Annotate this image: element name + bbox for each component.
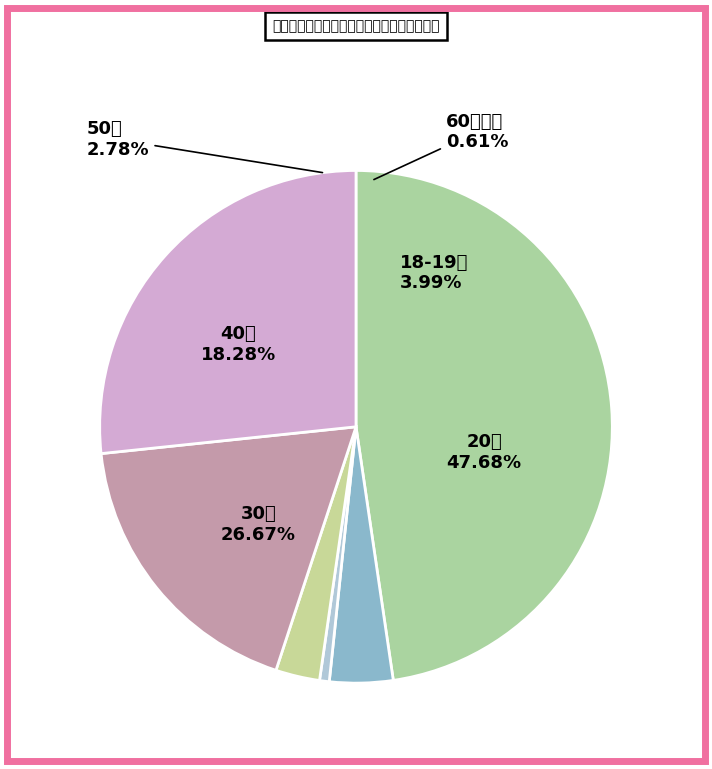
Text: 30代
26.67%: 30代 26.67% [221, 504, 296, 544]
Wedge shape [276, 427, 356, 681]
Text: 18-19歳
3.99%: 18-19歳 3.99% [399, 254, 468, 292]
Text: 60代以上
0.61%: 60代以上 0.61% [374, 112, 508, 180]
Wedge shape [356, 171, 612, 681]
Wedge shape [329, 427, 393, 683]
Text: 40代
18.28%: 40代 18.28% [201, 325, 276, 365]
Wedge shape [101, 427, 356, 671]
Text: 20代
47.68%: 20代 47.68% [446, 433, 522, 472]
Title: 福岡県のワクワクメール：女性会員の年齢層: 福岡県のワクワクメール：女性会員の年齢層 [272, 19, 440, 33]
Text: 50代
2.78%: 50代 2.78% [87, 120, 323, 172]
Wedge shape [100, 171, 356, 454]
Wedge shape [320, 427, 356, 681]
